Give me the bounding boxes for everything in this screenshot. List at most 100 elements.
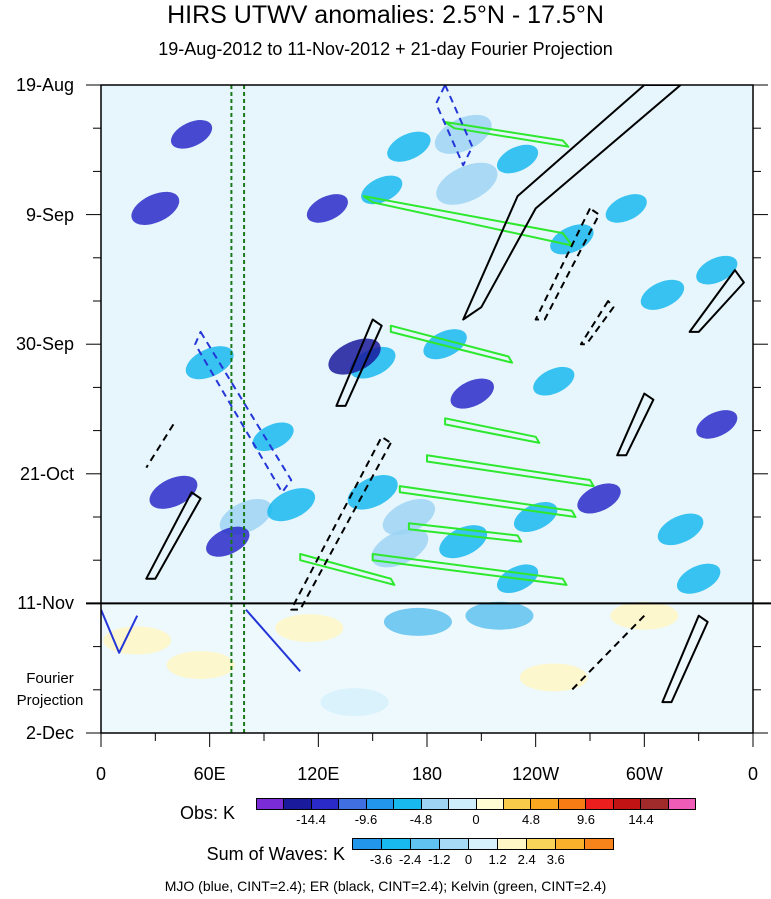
colorbar-box [498,839,527,849]
anomaly-blob-10 [640,279,685,310]
mjo-contour-1-0 [435,85,474,167]
anomaly-blob-27 [149,475,198,509]
colorbar-box [366,799,395,809]
anomaly-blob-39 [519,663,588,692]
er-contour-3-3 [616,392,655,457]
anomaly-blob-20 [219,498,273,536]
anomaly-blob-17 [252,422,294,452]
anomaly-blob-33 [103,626,172,655]
anomaly-blob-28 [206,526,250,557]
anomaly-blob-40 [320,688,389,717]
x-tick-label: 60W [625,764,663,784]
anomaly-blob-15 [328,338,381,375]
colorbar-box [586,799,614,809]
colorbar-label: 2.4 [517,852,536,867]
er-contour-4-3 [145,423,175,469]
er-contour-4-4 [571,615,646,691]
colorbar-box [585,839,613,849]
x-tick-label: 120E [297,764,340,784]
colorbar-box [476,799,504,809]
colorbar-box [558,799,587,809]
anomaly-blob-12 [185,346,234,380]
colorbar-box [339,799,367,809]
anomaly-blob-4 [131,191,180,225]
anomaly-blob-11 [696,255,738,285]
x-tick-label: 120W [512,764,560,784]
er-contour-4-1 [534,207,601,321]
kelvin-contour-0-3 [444,417,541,444]
wave-legend: MJO (blue, CINT=2.4); ER (black, CINT=2.… [164,878,607,894]
anomaly-blob-36 [383,607,452,636]
anomaly-blob-7 [496,144,539,174]
colorbar-box [421,799,450,809]
er-contour-3-4 [688,269,745,333]
colorbar-label: 14.4 [628,812,654,827]
mjo-contour-2-1 [245,608,301,672]
colorbar-label: -4.8 [409,812,433,827]
anomaly-blob-34 [166,651,235,680]
colorbar-label: -2.4 [399,852,422,867]
anomaly-blob-18 [533,366,575,396]
kelvin-contour-0-8 [299,553,396,586]
y-tick-label: 9-Sep [25,204,74,225]
anomaly-blob-29 [577,483,621,514]
anomaly-blob-35 [275,614,344,643]
obs-colorbar [256,798,696,810]
colorbar-box [469,839,498,849]
colorbar-label: 0 [464,852,473,867]
er-contour-3-1 [335,318,383,407]
y-tick-label: 19-Aug [15,75,74,95]
colorbar-box [531,799,559,809]
colorbar-box [440,839,469,849]
y-tick-label: 30-Sep [15,334,74,355]
colorbar-label: -14.4 [296,812,326,827]
waves-colorbar-title: Sum of Waves: K [206,844,345,864]
fourier-projection-label: Fourier Projection [16,670,84,709]
anomaly-field [101,85,753,733]
anomaly-blob-21 [267,488,316,522]
anomaly-blob-24 [371,528,429,568]
colorbar-box [382,839,411,849]
colorbar-label: 3.6 [546,852,565,867]
er-contour-3-2 [145,491,202,580]
x-tick-label: 60E [193,764,226,784]
x-tick-label: 0 [95,764,106,784]
colorbar-box [394,799,422,809]
anomaly-blob-1 [436,162,498,205]
anomaly-blob-30 [657,513,704,546]
anomaly-blob-16 [450,378,494,409]
chart-subtitle: 19-Aug-2012 to 11-Nov-2012 + 21-day Four… [158,39,613,59]
kelvin-contour-0-7 [371,553,568,586]
colorbar-box [527,839,556,849]
colorbar-label: 4.8 [521,812,541,827]
colorbar-label: -1.2 [428,852,451,867]
x-tick-label: 180 [411,764,443,784]
waves-colorbar [352,838,614,850]
colorbar-box [503,799,532,809]
anomaly-blob-5 [170,120,213,149]
colorbar-box [668,799,695,809]
colorbar-box [284,799,312,809]
mjo-contour-1-1 [194,330,293,494]
anomaly-blob-9 [605,194,647,223]
colorbar-box [311,799,340,809]
x-tick-label: 0 [747,764,758,784]
er-contour-3-0 [462,85,682,321]
er-contour-4-0 [290,435,392,611]
anomaly-blob-2 [387,131,431,162]
colorbar-box [353,839,382,849]
y-tick-label: 11-Nov [17,593,74,614]
kelvin-contour-0-5 [398,485,577,518]
er-contour-3-5 [661,614,709,704]
colorbar-label: -3.6 [369,852,393,867]
kelvin-contour-0-6 [407,522,523,543]
colorbar-box [556,839,585,849]
wave-contours [101,85,745,704]
colorbar-label: 9.6 [576,812,596,827]
mjo-contour-2-0 [101,609,139,654]
chart-title: HIRS UTWV anomalies: 2.5°N - 17.5°N [167,1,604,29]
kelvin-contour-0-2 [389,324,514,364]
anomaly-blob-37 [465,601,534,630]
colorbar-box [613,799,642,809]
y-tick-label: 2-Dec [25,723,74,743]
